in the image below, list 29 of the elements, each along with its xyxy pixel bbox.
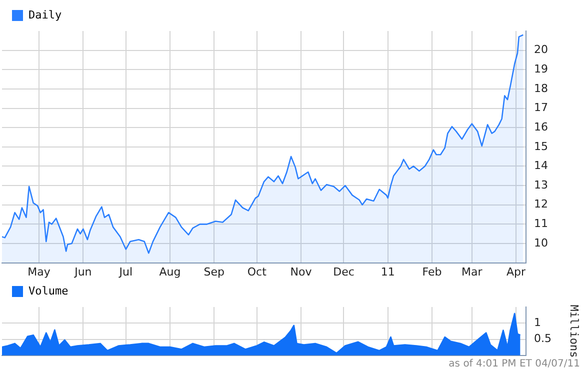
x-tick-label: Oct [247,265,268,278]
x-tick-label: Feb [422,265,442,278]
legend-label: Volume [28,284,68,298]
y-tick-label: 19 [534,62,548,76]
y-tick-label: 15 [534,140,548,153]
y-tick-label: 12 [534,198,548,211]
x-tick-label: Jul [118,265,133,278]
x-tick-label: May [28,265,51,278]
x-tick-label: Sep [204,265,225,278]
x-tick-label: Mar [462,265,483,278]
x-tick-label: 11 [380,265,395,278]
y-tick-label: 17 [534,101,548,114]
legend-label: Daily [28,8,62,22]
y-axis-title: Millions [568,304,581,358]
y-tick-label: 10 [534,236,548,250]
y-tick-label: 0.5 [534,332,552,346]
y-tick-label: 1 [534,316,541,329]
y-tick-label: 11 [534,217,548,230]
x-tick-label: Apr [506,265,526,278]
x-tick-label: Dec [333,265,354,278]
x-tick-label: Nov [290,265,312,278]
y-tick-label: 18 [534,82,548,95]
y-tick-label: 16 [534,120,548,134]
y-tick-label: 13 [534,178,548,192]
y-tick-label: 14 [534,159,548,172]
text: as of 4:01 PM ET 04/07/11 [448,358,580,370]
x-tick-label: Jun [74,265,92,278]
y-tick-label: 20 [534,43,548,56]
x-tick-label: Aug [159,265,181,278]
